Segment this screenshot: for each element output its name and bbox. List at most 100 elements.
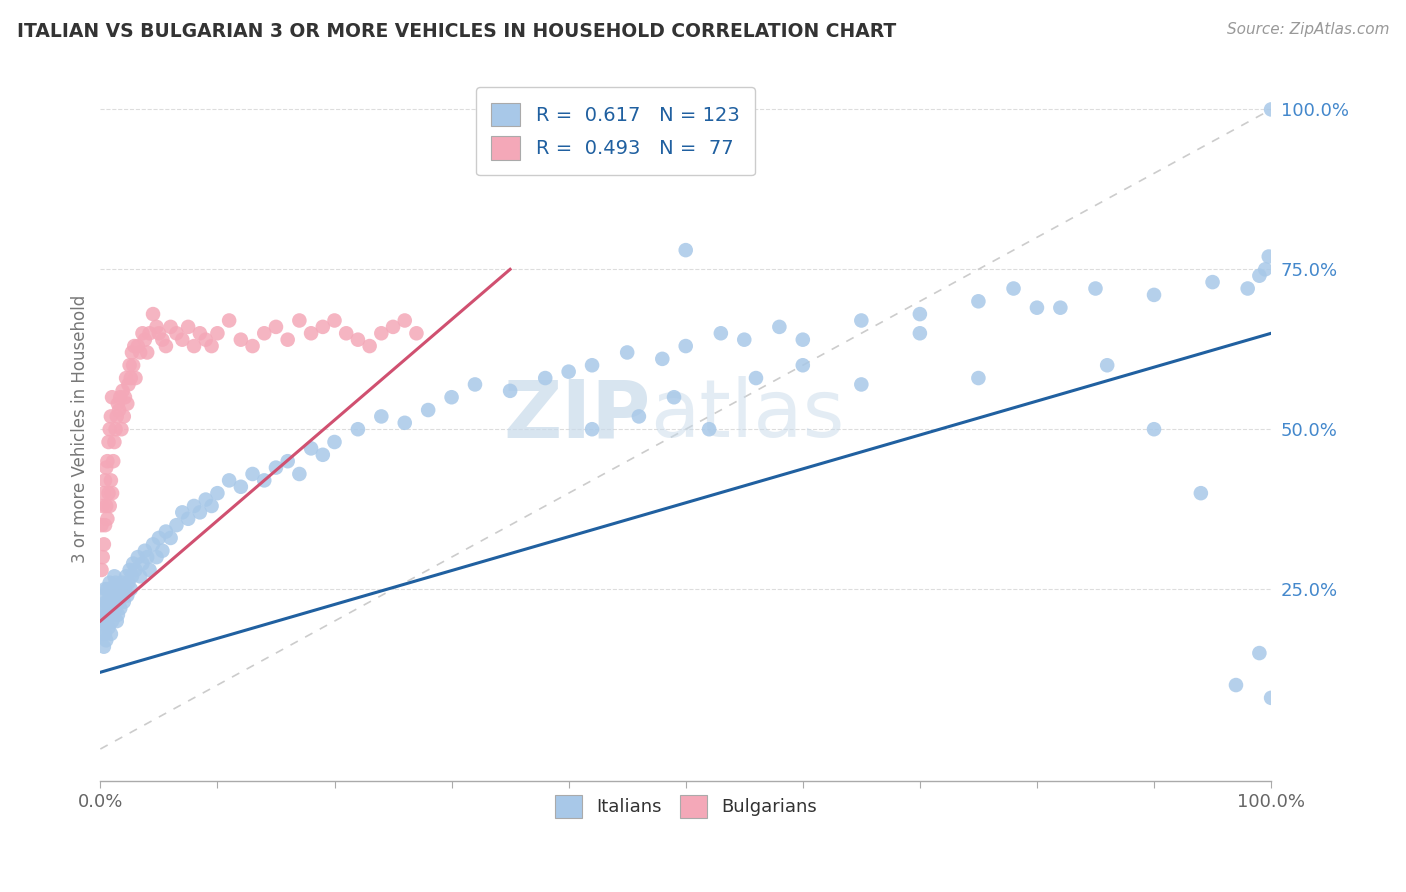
Point xyxy=(200,339,222,353)
Point xyxy=(581,422,603,436)
Point xyxy=(165,518,187,533)
Point xyxy=(394,313,416,327)
Point xyxy=(1260,690,1282,705)
Point xyxy=(103,569,125,583)
Point xyxy=(117,377,139,392)
Point xyxy=(120,371,142,385)
Point xyxy=(616,345,638,359)
Point xyxy=(967,371,990,385)
Point xyxy=(394,416,416,430)
Point xyxy=(1049,301,1071,315)
Point xyxy=(96,633,118,648)
Text: atlas: atlas xyxy=(651,376,845,454)
Point xyxy=(138,326,160,341)
Point xyxy=(104,422,127,436)
Point xyxy=(107,582,129,596)
Point xyxy=(745,371,768,385)
Point xyxy=(418,403,440,417)
Point xyxy=(90,614,112,628)
Point xyxy=(851,377,873,392)
Point xyxy=(242,339,264,353)
Point xyxy=(94,601,117,615)
Point xyxy=(105,614,128,628)
Point xyxy=(96,454,118,468)
Point xyxy=(277,333,299,347)
Point xyxy=(155,524,177,539)
Text: ITALIAN VS BULGARIAN 3 OR MORE VEHICLES IN HOUSEHOLD CORRELATION CHART: ITALIAN VS BULGARIAN 3 OR MORE VEHICLES … xyxy=(17,22,896,41)
Point xyxy=(370,409,392,424)
Point xyxy=(581,358,603,372)
Point xyxy=(207,486,229,500)
Point xyxy=(159,531,181,545)
Point xyxy=(188,326,211,341)
Point xyxy=(152,333,174,347)
Point xyxy=(207,326,229,341)
Point xyxy=(98,575,121,590)
Point xyxy=(1095,358,1118,372)
Point xyxy=(370,326,392,341)
Point xyxy=(114,390,136,404)
Point xyxy=(335,326,357,341)
Point xyxy=(188,505,211,519)
Point xyxy=(131,557,153,571)
Point xyxy=(499,384,522,398)
Point xyxy=(697,422,720,436)
Point xyxy=(103,582,125,596)
Point xyxy=(194,333,217,347)
Point xyxy=(107,607,129,622)
Point xyxy=(98,422,121,436)
Point xyxy=(464,377,486,392)
Point xyxy=(96,512,118,526)
Point xyxy=(142,307,165,321)
Point xyxy=(264,460,287,475)
Point xyxy=(768,319,790,334)
Point xyxy=(117,575,139,590)
Point xyxy=(107,397,129,411)
Point xyxy=(172,333,194,347)
Point xyxy=(145,319,167,334)
Point xyxy=(115,371,138,385)
Point xyxy=(1260,103,1282,117)
Point xyxy=(557,365,579,379)
Point xyxy=(148,531,170,545)
Point xyxy=(110,390,132,404)
Point xyxy=(93,537,115,551)
Point xyxy=(111,575,134,590)
Point xyxy=(121,569,143,583)
Point xyxy=(229,480,252,494)
Point xyxy=(96,607,118,622)
Point xyxy=(117,397,139,411)
Point xyxy=(405,326,427,341)
Point xyxy=(96,460,118,475)
Point xyxy=(710,326,733,341)
Point xyxy=(312,448,335,462)
Point xyxy=(1236,281,1258,295)
Point xyxy=(103,454,125,468)
Point xyxy=(108,595,131,609)
Point xyxy=(1002,281,1025,295)
Point xyxy=(218,474,240,488)
Point xyxy=(136,550,159,565)
Point xyxy=(194,492,217,507)
Point xyxy=(675,243,697,257)
Point xyxy=(200,499,222,513)
Point xyxy=(1201,275,1223,289)
Point xyxy=(118,358,141,372)
Point xyxy=(264,319,287,334)
Point xyxy=(101,390,124,404)
Point xyxy=(104,601,127,615)
Text: ZIP: ZIP xyxy=(503,376,651,454)
Point xyxy=(675,339,697,353)
Point xyxy=(97,620,120,634)
Point xyxy=(155,339,177,353)
Point xyxy=(110,601,132,615)
Point xyxy=(94,582,117,596)
Point xyxy=(94,474,117,488)
Point xyxy=(127,550,149,565)
Point xyxy=(277,454,299,468)
Point xyxy=(104,575,127,590)
Point xyxy=(101,614,124,628)
Point xyxy=(1143,422,1166,436)
Point xyxy=(120,582,142,596)
Point xyxy=(312,319,335,334)
